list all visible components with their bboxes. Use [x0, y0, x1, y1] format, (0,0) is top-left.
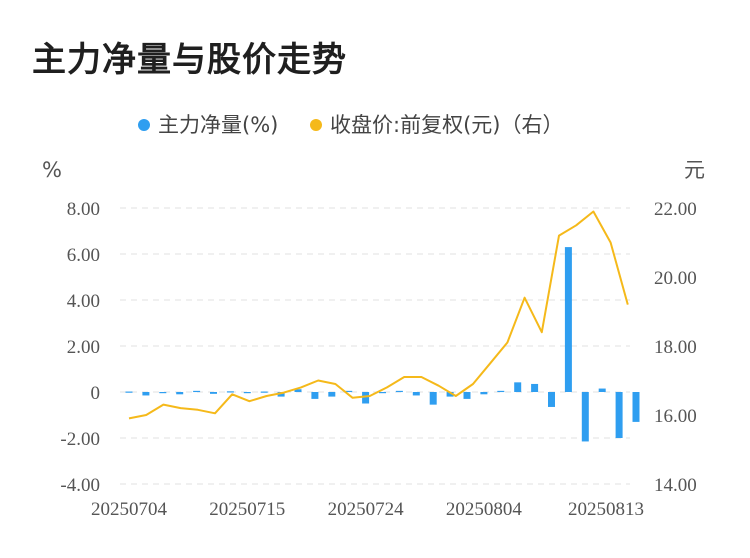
- net-bar: [463, 392, 471, 399]
- net-bar: [294, 389, 302, 392]
- x-tick-label: 20250715: [209, 499, 285, 520]
- right-tick-label: 18.00: [654, 337, 697, 358]
- x-tick-label: 20250804: [446, 499, 523, 520]
- net-bar: [210, 392, 217, 394]
- net-bar: [581, 392, 589, 442]
- left-tick-label: 8.00: [67, 199, 100, 220]
- net-bar: [632, 392, 640, 422]
- left-tick-label: 0: [91, 383, 101, 404]
- left-tick-label: 6.00: [67, 245, 100, 266]
- left-tick-label: -2.00: [60, 429, 100, 450]
- left-axis-unit: %: [42, 158, 62, 182]
- price-line-group: [128, 210, 629, 420]
- net-bar: [497, 390, 505, 393]
- net-bar: [142, 392, 150, 396]
- net-bar: [243, 392, 251, 394]
- left-tick-label: 2.00: [67, 337, 100, 358]
- net-bar: [311, 392, 319, 399]
- legend-net-marker: [138, 119, 150, 131]
- right-tick-label: 22.00: [654, 199, 697, 220]
- right-axis-unit: 元: [684, 158, 705, 182]
- net-bar: [480, 392, 488, 395]
- right-tick-label: 14.00: [654, 475, 697, 496]
- net-bar: [429, 392, 437, 405]
- net-bar: [226, 391, 234, 393]
- x-tick-label: 20250724: [328, 499, 405, 520]
- price-line: [128, 210, 629, 420]
- x-axis-ticks: 20250704 20250715 20250724 20250804 20250813: [91, 499, 644, 520]
- net-bar: [564, 247, 572, 392]
- legend-net-label: 主力净量(%): [158, 113, 278, 137]
- gridlines: [120, 207, 630, 485]
- net-bar: [598, 388, 606, 392]
- net-bar: [514, 382, 522, 392]
- left-tick-label: 4.00: [67, 291, 100, 312]
- net-bar: [379, 392, 386, 394]
- net-bar: [548, 392, 555, 407]
- net-bars: [125, 247, 640, 442]
- net-bar: [615, 392, 623, 438]
- left-tick-label: -4.00: [60, 475, 100, 496]
- net-bar: [446, 392, 454, 397]
- right-tick-label: 20.00: [654, 268, 697, 289]
- net-bar: [125, 391, 133, 393]
- net-bar: [345, 390, 353, 393]
- legend: 主力净量(%) 收盘价:前复权(元)（右）: [138, 113, 563, 137]
- net-bar: [176, 392, 184, 395]
- right-tick-label: 16.00: [654, 406, 697, 427]
- net-bar: [193, 390, 201, 393]
- x-tick-label: 20250704: [91, 499, 168, 520]
- net-bar: [277, 392, 285, 397]
- x-tick-label: 20250813: [568, 499, 644, 520]
- net-bar: [260, 391, 268, 393]
- net-bar: [328, 392, 336, 397]
- right-axis-ticks: 22.00 20.00 18.00 16.00 14.00: [654, 199, 697, 496]
- net-bar: [159, 392, 167, 394]
- net-bar: [412, 392, 420, 396]
- net-bar: [531, 383, 539, 392]
- legend-price-label: 收盘价:前复权(元)（右）: [330, 113, 563, 137]
- net-bar: [395, 390, 403, 393]
- legend-price-marker: [310, 119, 322, 131]
- chart-title: 主力净量与股价走势: [32, 40, 347, 80]
- net-bar: [362, 392, 370, 404]
- left-axis-ticks: 8.00 6.00 4.00 2.00 0 -2.00 -4.00: [60, 199, 100, 496]
